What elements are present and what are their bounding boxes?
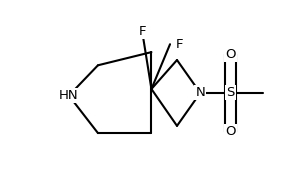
Text: HN: HN bbox=[59, 89, 79, 102]
Text: S: S bbox=[226, 86, 235, 100]
Text: N: N bbox=[195, 86, 205, 100]
Text: F: F bbox=[176, 38, 183, 51]
Text: O: O bbox=[225, 48, 236, 61]
Text: F: F bbox=[138, 25, 146, 38]
Text: O: O bbox=[225, 125, 236, 138]
